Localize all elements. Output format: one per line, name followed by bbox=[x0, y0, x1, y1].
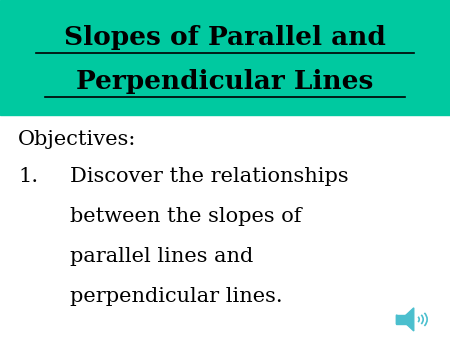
Text: between the slopes of: between the slopes of bbox=[70, 207, 301, 226]
Text: Objectives:: Objectives: bbox=[18, 130, 136, 149]
Text: 1.: 1. bbox=[18, 167, 38, 186]
Text: Perpendicular Lines: Perpendicular Lines bbox=[76, 69, 373, 94]
Text: Discover the relationships: Discover the relationships bbox=[70, 167, 348, 186]
FancyBboxPatch shape bbox=[0, 0, 450, 115]
Text: parallel lines and: parallel lines and bbox=[70, 247, 253, 266]
Text: perpendicular lines.: perpendicular lines. bbox=[70, 287, 283, 306]
Text: Slopes of Parallel and: Slopes of Parallel and bbox=[64, 25, 386, 50]
